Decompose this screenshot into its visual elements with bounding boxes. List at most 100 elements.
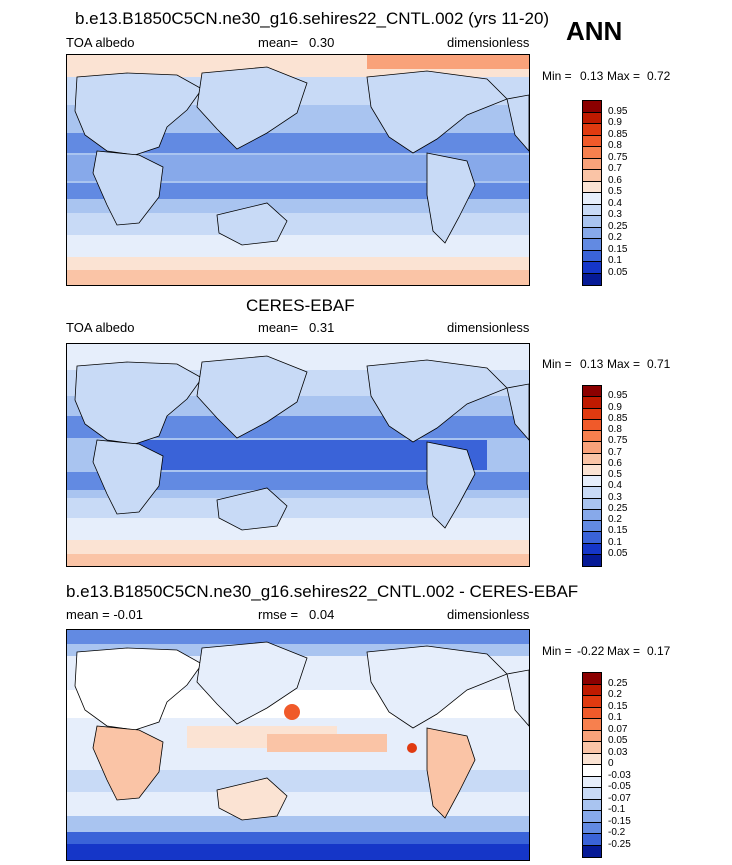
- panel-1-max-label: Max =: [607, 69, 641, 83]
- colorbar-swatch: [583, 216, 601, 228]
- panel-2-units: dimensionless: [447, 320, 530, 335]
- colorbar-tick-label: 0.05: [608, 547, 628, 559]
- panel-1-colorbar-labels: 0.95 0.9 0.85 0.8 0.75 0.7 0.6 0.5 0.4 0.3 0.25 0.2…: [608, 100, 648, 286]
- colorbar-swatch: [583, 181, 601, 193]
- colorbar-tick-label: -0.15: [608, 815, 631, 827]
- panel-3-map: [66, 629, 530, 861]
- colorbar-tick-label: 0.1: [608, 255, 622, 266]
- panel-2-min-label: Min =: [542, 357, 572, 371]
- colorbar-tick-label: 0.75: [608, 151, 628, 163]
- colorbar-swatch: [583, 543, 601, 555]
- colorbar-swatch: [583, 684, 601, 696]
- colorbar-tick-label: 0.3: [608, 209, 622, 220]
- colorbar-tick-label: 0.03: [608, 746, 628, 758]
- colorbar-swatch: [583, 719, 601, 731]
- colorbar-swatch: [583, 707, 601, 719]
- panel-2-max-label: Max =: [607, 357, 641, 371]
- colorbar-tick-label: 0.4: [608, 480, 622, 492]
- colorbar-tick-label: 0.05: [608, 266, 628, 278]
- colorbar-swatch: [583, 158, 601, 170]
- colorbar-tick-label: 0.1: [608, 712, 622, 723]
- panel-1-map: [66, 54, 530, 286]
- colorbar-swatch: [583, 147, 601, 159]
- colorbar-swatch: [583, 487, 601, 499]
- colorbar-swatch: [583, 554, 601, 566]
- colorbar-swatch: [583, 250, 601, 262]
- panel-2-min-value: 0.13: [580, 357, 604, 371]
- panel-2-mean-label: mean=: [258, 320, 299, 335]
- colorbar-tick-label: 0.6: [608, 174, 622, 186]
- panel-3-units: dimensionless: [447, 607, 530, 622]
- colorbar-swatch: [583, 811, 601, 823]
- colorbar-tick-label: 0.75: [608, 435, 628, 447]
- panel-3-max-label: Max =: [607, 644, 641, 658]
- panel-1-min-value: 0.13: [580, 69, 604, 83]
- panel-2-colorbar-labels: 0.95 0.9 0.85 0.8 0.75 0.7 0.6 0.5 0.4 0.3 0.25 0.2…: [608, 385, 648, 567]
- colorbar-tick-label: 0.7: [608, 446, 622, 458]
- colorbar-tick-label: -0.05: [608, 781, 631, 792]
- colorbar-swatch: [583, 509, 601, 521]
- colorbar-swatch: [583, 845, 601, 857]
- panel-3-title: b.e13.B1850C5CN.ne30_g16.sehires22_CNTL.…: [66, 582, 579, 601]
- colorbar-swatch: [583, 498, 601, 510]
- panel-3-rmse-value: 0.04: [309, 607, 335, 622]
- colorbar-swatch: [583, 101, 601, 113]
- colorbar-tick-label: 0.95: [608, 105, 628, 117]
- colorbar-tick-label: -0.1: [608, 804, 626, 815]
- colorbar-swatch: [583, 408, 601, 420]
- colorbar-tick-label: 0.2: [608, 232, 622, 243]
- colorbar-swatch: [583, 476, 601, 488]
- colorbar-swatch: [583, 397, 601, 409]
- colorbar-swatch: [583, 386, 601, 398]
- panel-2-title: CERES-EBAF: [246, 296, 355, 315]
- colorbar-tick-label: 0.25: [608, 502, 628, 514]
- panel-1-title: b.e13.B1850C5CN.ne30_g16.sehires22_CNTL.…: [75, 9, 550, 28]
- season-label: ANN: [566, 16, 623, 46]
- panel-2-variable-label: TOA albedo: [66, 320, 135, 335]
- colorbar-swatch: [583, 822, 601, 834]
- colorbar-swatch: [583, 431, 601, 443]
- panel-3-rmse-label: rmse =: [258, 607, 299, 622]
- colorbar-swatch: [583, 776, 601, 788]
- panel-1-variable-label: TOA albedo: [66, 35, 135, 50]
- colorbar-tick-label: 0.2: [608, 689, 622, 700]
- colorbar-tick-label: -0.25: [608, 838, 631, 850]
- colorbar-tick-label: 0.25: [608, 220, 628, 232]
- panel-3-min-label: Min =: [542, 644, 572, 658]
- colorbar-swatch: [583, 730, 601, 742]
- colorbar-tick-label: 0.5: [608, 469, 622, 480]
- panel-2-map: [66, 343, 530, 567]
- colorbar-swatch: [583, 193, 601, 205]
- colorbar-swatch: [583, 273, 601, 285]
- colorbar-swatch: [583, 124, 601, 136]
- panel-1-mean-value: 0.30: [309, 35, 335, 50]
- colorbar-tick-label: 0.1: [608, 536, 622, 548]
- panel-1-min-label: Min =: [542, 69, 572, 83]
- colorbar-tick-label: 0.8: [608, 140, 622, 151]
- colorbar-tick-label: 0.05: [608, 735, 628, 746]
- colorbar-tick-label: -0.2: [608, 827, 626, 838]
- panel-3-mean-text: mean = -0.01: [66, 607, 143, 622]
- colorbar-swatch: [583, 753, 601, 765]
- colorbar-swatch: [583, 419, 601, 431]
- colorbar-tick-label: 0.2: [608, 514, 622, 525]
- colorbar-swatch: [583, 742, 601, 754]
- colorbar-swatch: [583, 227, 601, 239]
- panel-1-max-value: 0.72: [647, 69, 671, 83]
- panel-1-units: dimensionless: [447, 35, 530, 50]
- colorbar-swatch: [583, 673, 601, 685]
- colorbar-tick-label: 0.5: [608, 186, 622, 197]
- colorbar-swatch: [583, 204, 601, 216]
- colorbar-tick-label: 0.95: [608, 390, 628, 402]
- colorbar-swatch: [583, 464, 601, 476]
- colorbar-swatch: [583, 788, 601, 800]
- colorbar-swatch: [583, 135, 601, 147]
- colorbar-swatch: [583, 521, 601, 533]
- colorbar-tick-label: -0.07: [608, 792, 631, 804]
- colorbar-tick-label: 0.4: [608, 197, 622, 209]
- panel-1-mean-label: mean=: [258, 35, 299, 50]
- colorbar-tick-label: 0.85: [608, 412, 628, 424]
- colorbar-tick-label: 0: [608, 758, 614, 769]
- colorbar-swatch: [583, 765, 601, 777]
- colorbar-swatch: [583, 442, 601, 454]
